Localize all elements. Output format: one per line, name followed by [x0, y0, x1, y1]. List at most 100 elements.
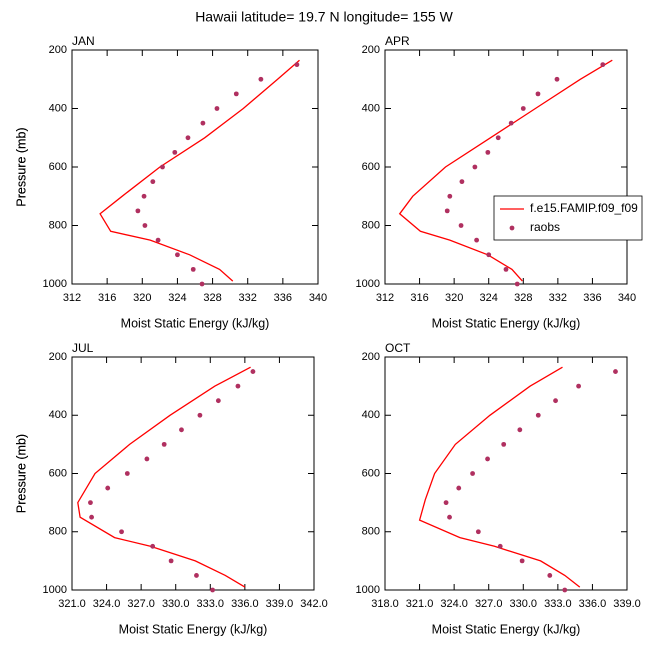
x-tick-label: 321.0: [58, 598, 86, 610]
x-tick-label: 332: [239, 292, 257, 304]
y-tick-label: 600: [362, 467, 380, 479]
obs-point: [179, 427, 184, 433]
y-axis-label: Pressure (mb): [14, 434, 28, 513]
obs-point: [514, 281, 520, 287]
legend-box: [493, 195, 643, 241]
panel: APR Moist Static Energy (kJ/kg) Pressure (…: [14, 34, 636, 330]
obs-point: [294, 62, 300, 68]
obs-point: [517, 427, 523, 433]
x-tick-label: 324: [480, 292, 498, 304]
obs-point: [124, 471, 130, 476]
y-tick-label: 800: [362, 219, 380, 231]
y-tick-label: 200: [49, 351, 67, 363]
obs-point: [554, 76, 560, 82]
y-tick-label: 1000: [43, 278, 67, 290]
obs-point: [562, 587, 568, 593]
obs-point: [210, 587, 215, 593]
obs-point: [576, 383, 581, 389]
y-tick-label: 200: [362, 351, 380, 363]
y-tick-label: 1000: [356, 278, 380, 290]
y-tick-label: 400: [362, 102, 380, 114]
obs-point: [258, 76, 264, 82]
obs-point: [475, 529, 481, 535]
panel-label: APR: [385, 34, 410, 48]
y-tick-label: 600: [49, 161, 67, 173]
x-tick-label: 324: [168, 292, 186, 304]
x-tick-label: 340: [309, 292, 327, 304]
obs-point: [160, 164, 165, 170]
obs-point: [172, 149, 178, 155]
obs-point: [250, 369, 256, 374]
x-tick-label: 321.0: [406, 598, 434, 610]
x-tick-label: 328: [514, 292, 532, 304]
model-line: [398, 59, 613, 282]
legend-label: raobs: [530, 220, 560, 234]
x-tick-label: 336: [583, 292, 601, 304]
obs-point: [199, 281, 205, 287]
obs-point: [508, 120, 514, 126]
obs-point: [185, 135, 191, 141]
obs-point: [141, 193, 147, 199]
x-tick-label: 312: [376, 292, 394, 304]
obs-point: [459, 179, 465, 185]
panel: JUL Moist Static Energy (kJ/kg) Pressure (…: [14, 341, 327, 636]
x-tick-label: 336: [274, 292, 292, 304]
y-tick-label: 1000: [356, 584, 380, 596]
obs-point: [215, 398, 221, 404]
y-axis-label: Pressure (mb): [14, 127, 28, 206]
obs-point: [472, 164, 478, 170]
panel-label: JAN: [72, 34, 95, 48]
y-axis-label: Pressure (mb): [14, 434, 28, 513]
x-axis-label: Moist Static Energy (kJ/kg): [432, 316, 581, 330]
y-tick-label: 800: [49, 219, 67, 231]
x-tick-label: 324.0: [440, 598, 468, 610]
obs-point: [497, 543, 503, 549]
x-tick-label: 324.0: [93, 598, 121, 610]
obs-point: [150, 543, 156, 549]
obs-point: [547, 573, 553, 578]
obs-point: [485, 456, 490, 462]
obs-point: [105, 485, 111, 491]
x-tick-label: 328: [203, 292, 221, 304]
obs-point: [474, 237, 480, 243]
obs-point: [161, 441, 167, 447]
legend-dot: [509, 225, 515, 231]
obs-point: [520, 106, 526, 111]
obs-point: [88, 500, 93, 506]
x-tick-label: 320: [445, 292, 463, 304]
x-tick-label: 333.0: [197, 598, 225, 610]
obs-point: [89, 514, 94, 520]
obs-point: [485, 149, 491, 155]
x-tick-label: 318.0: [371, 598, 399, 610]
x-tick-label: 336.0: [231, 598, 259, 610]
y-tick-label: 400: [49, 409, 67, 421]
x-tick-label: 332: [549, 292, 567, 304]
y-tick-label: 400: [49, 102, 67, 114]
y-tick-label: 200: [362, 44, 380, 56]
obs-point: [135, 208, 141, 214]
obs-point: [519, 558, 525, 564]
obs-point: [535, 412, 541, 418]
x-axis-label: Moist Static Energy (kJ/kg): [121, 316, 270, 330]
obs-point: [197, 412, 203, 418]
x-axis-label: Moist Static Energy (kJ/kg): [119, 622, 268, 636]
obs-point: [501, 441, 507, 447]
x-tick-label: 327.0: [475, 598, 503, 610]
x-tick-label: 340: [618, 292, 636, 304]
y-tick-label: 800: [49, 526, 67, 538]
model-line: [77, 366, 251, 588]
panel: JAN Moist Static Energy (kJ/kg) Pressure (…: [14, 34, 327, 330]
panel: OCT Moist Static Energy (kJ/kg) Pressure (…: [14, 341, 640, 636]
obs-point: [144, 456, 150, 462]
obs-point: [495, 135, 501, 141]
obs-point: [613, 369, 618, 374]
model-line: [418, 366, 581, 588]
obs-point: [470, 471, 475, 476]
model-line: [99, 59, 300, 282]
obs-point: [168, 558, 174, 564]
y-tick-label: 200: [49, 44, 67, 56]
x-tick-label: 333.0: [544, 598, 572, 610]
obs-point: [194, 573, 199, 578]
